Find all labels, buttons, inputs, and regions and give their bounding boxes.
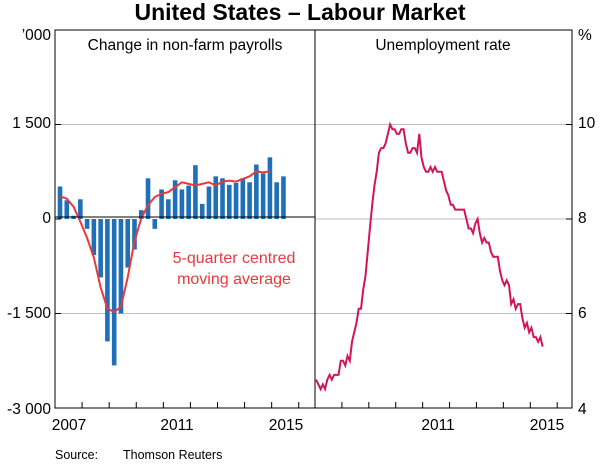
payroll-bar [199,203,205,219]
axis-ticks [55,124,572,409]
payroll-bar [267,157,273,219]
chart-title: United States – Labour Market [134,0,465,25]
payroll-bar [220,178,225,219]
payroll-bars [57,157,286,366]
right-ytick-label: 6 [578,305,587,322]
left-xtick-label: 2015 [269,417,303,434]
right-xtick-label: 2015 [530,417,564,434]
payroll-bar [186,185,191,219]
left-xtick-label: 2011 [160,417,193,434]
left-ytick-label: 1 500 [12,115,51,132]
payroll-bar [233,182,239,219]
payroll-bar [125,219,131,268]
payroll-bar [206,186,212,219]
left-ytick-label: -3 000 [7,401,51,418]
payroll-bar [247,182,252,219]
left-ytick-label: 0 [42,210,51,227]
payroll-bar [193,165,198,219]
payroll-bar [274,182,279,219]
source-label: Source: [55,448,98,462]
right-ytick-label: 8 [578,210,587,227]
payroll-bar [179,189,185,219]
moving-average-annotation: 5-quarter centred [173,250,296,267]
payroll-bar [226,184,232,219]
payroll-bar [98,219,103,278]
left-unit-label: ’000 [22,27,52,44]
moving-average-annotation: moving average [177,271,291,288]
payroll-bar [84,219,90,229]
right-xtick-label: 2011 [421,417,454,434]
right-panel-title: Unemployment rate [375,37,510,54]
source-value: Thomson Reuters [123,448,222,462]
payroll-bar [152,219,158,229]
payroll-bar [78,199,83,219]
payroll-bar [91,219,97,256]
payroll-bar [159,189,164,219]
payroll-bar [118,219,124,314]
payroll-bar [105,219,110,342]
left-panel-title: Change in non-farm payrolls [88,37,283,54]
payroll-bar [213,176,219,219]
payroll-bar [240,178,246,219]
right-unit-label: % [578,27,592,44]
payroll-bar [281,176,286,219]
unemployment-line [315,121,544,393]
payroll-bar [166,199,171,219]
payroll-bar [260,173,266,219]
left-ytick-label: -1 500 [7,305,51,322]
payroll-bar [57,186,63,219]
payroll-bar [111,219,117,366]
payroll-bar [145,178,151,219]
payroll-bar [132,219,137,250]
payroll-bar [64,200,70,219]
right-ytick-label: 10 [578,115,596,132]
moving-average-line [59,170,271,314]
payroll-bar [172,180,178,219]
payroll-bar [138,210,144,219]
payroll-bar [254,164,259,219]
right-ytick-label: 4 [578,401,587,418]
left-xtick-label: 2007 [52,417,86,434]
